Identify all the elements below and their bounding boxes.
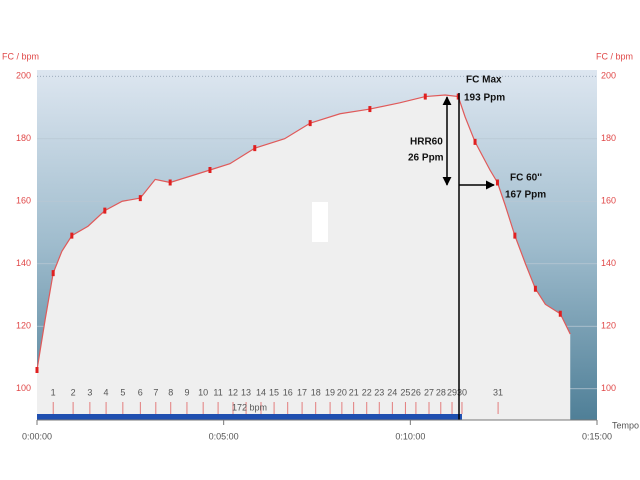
lap-label: 30 <box>457 387 467 397</box>
summary-label: 172 bpm <box>232 402 267 412</box>
y-tick-label: 200 <box>16 71 31 81</box>
annotation: 167 Ppm <box>505 190 546 201</box>
point <box>423 93 427 100</box>
lap-label: 1 <box>51 387 56 397</box>
point <box>168 179 172 186</box>
y2-tick-label: 200 <box>601 71 616 81</box>
lap-label: 13 <box>241 387 251 397</box>
point <box>308 120 312 127</box>
summary-bar <box>37 414 462 420</box>
y-tick-label: 120 <box>16 321 31 331</box>
annotation: FC Max <box>466 75 502 86</box>
point <box>208 167 212 173</box>
x-tick-label: 0:00:00 <box>22 431 52 441</box>
point <box>253 145 257 152</box>
lap-label: 3 <box>87 387 92 397</box>
annotation: HRR60 <box>410 137 443 148</box>
lap-label: 14 <box>256 387 266 397</box>
y-axis-label: FC / bpm <box>2 51 39 61</box>
lap-label: 29 <box>447 387 457 397</box>
point <box>473 138 477 145</box>
annotation: FC 60'' <box>510 173 542 184</box>
lap-label: 26 <box>411 387 421 397</box>
lap-label: 28 <box>436 387 446 397</box>
point <box>495 179 499 186</box>
y2-tick-label: 140 <box>601 258 616 268</box>
lap-label: 11 <box>213 387 222 397</box>
x-tick-label: 0:05:00 <box>209 431 239 441</box>
point <box>70 232 74 239</box>
point <box>368 106 372 113</box>
x-tick-label: 0:10:00 <box>395 431 425 441</box>
line <box>36 94 571 371</box>
point <box>558 310 562 317</box>
x-axis-label: Tempo <box>612 420 639 430</box>
y-tick-label: 140 <box>16 258 31 268</box>
area <box>37 95 571 420</box>
y2-tick-label: 120 <box>601 321 616 331</box>
point <box>51 270 55 277</box>
y2-tick-label: 180 <box>601 133 616 143</box>
lap-label: 18 <box>311 387 321 397</box>
lap-label: 25 <box>400 387 410 397</box>
y2-tick-label: 160 <box>601 196 616 206</box>
lap-label: 4 <box>104 387 109 397</box>
point <box>103 207 107 214</box>
lap-label: 7 <box>153 387 158 397</box>
lap-label: 21 <box>349 387 359 397</box>
annotation: 26 Ppm <box>408 153 444 164</box>
lap-label: 2 <box>71 387 76 397</box>
point <box>456 93 460 100</box>
lap-label: 10 <box>198 387 208 397</box>
lap-label: 17 <box>297 387 307 397</box>
point <box>138 195 142 202</box>
point <box>35 367 39 373</box>
y-tick-label: 160 <box>16 196 31 206</box>
y-tick-label: 100 <box>16 383 31 393</box>
y2-tick-label: 100 <box>601 383 616 393</box>
lap-label: 16 <box>283 387 293 397</box>
lap-label: 24 <box>387 387 397 397</box>
lap-label: 31 <box>493 387 503 397</box>
lap-label: 22 <box>362 387 372 397</box>
y-tick-label: 180 <box>16 133 31 143</box>
lap-label: 27 <box>424 387 434 397</box>
lap-label: 5 <box>120 387 125 397</box>
annotation: 193 Ppm <box>464 93 505 104</box>
annotations: FC Max 193 Ppm HRR60 26 Ppm FC 60'' 167 … <box>408 75 546 420</box>
point <box>513 232 517 239</box>
x-tick-label: 0:15:00 <box>582 431 612 441</box>
lap-label: 15 <box>269 387 279 397</box>
lap-label: 20 <box>337 387 347 397</box>
y2-axis-label: FC / bpm <box>596 51 633 61</box>
point <box>533 285 537 292</box>
lap-label: 6 <box>138 387 143 397</box>
lap-label: 12 <box>228 387 238 397</box>
lap-label: 19 <box>325 387 335 397</box>
blank <box>312 202 328 242</box>
lap-label: 9 <box>184 387 189 397</box>
lap-label: 8 <box>168 387 173 397</box>
lap-label: 23 <box>374 387 384 397</box>
